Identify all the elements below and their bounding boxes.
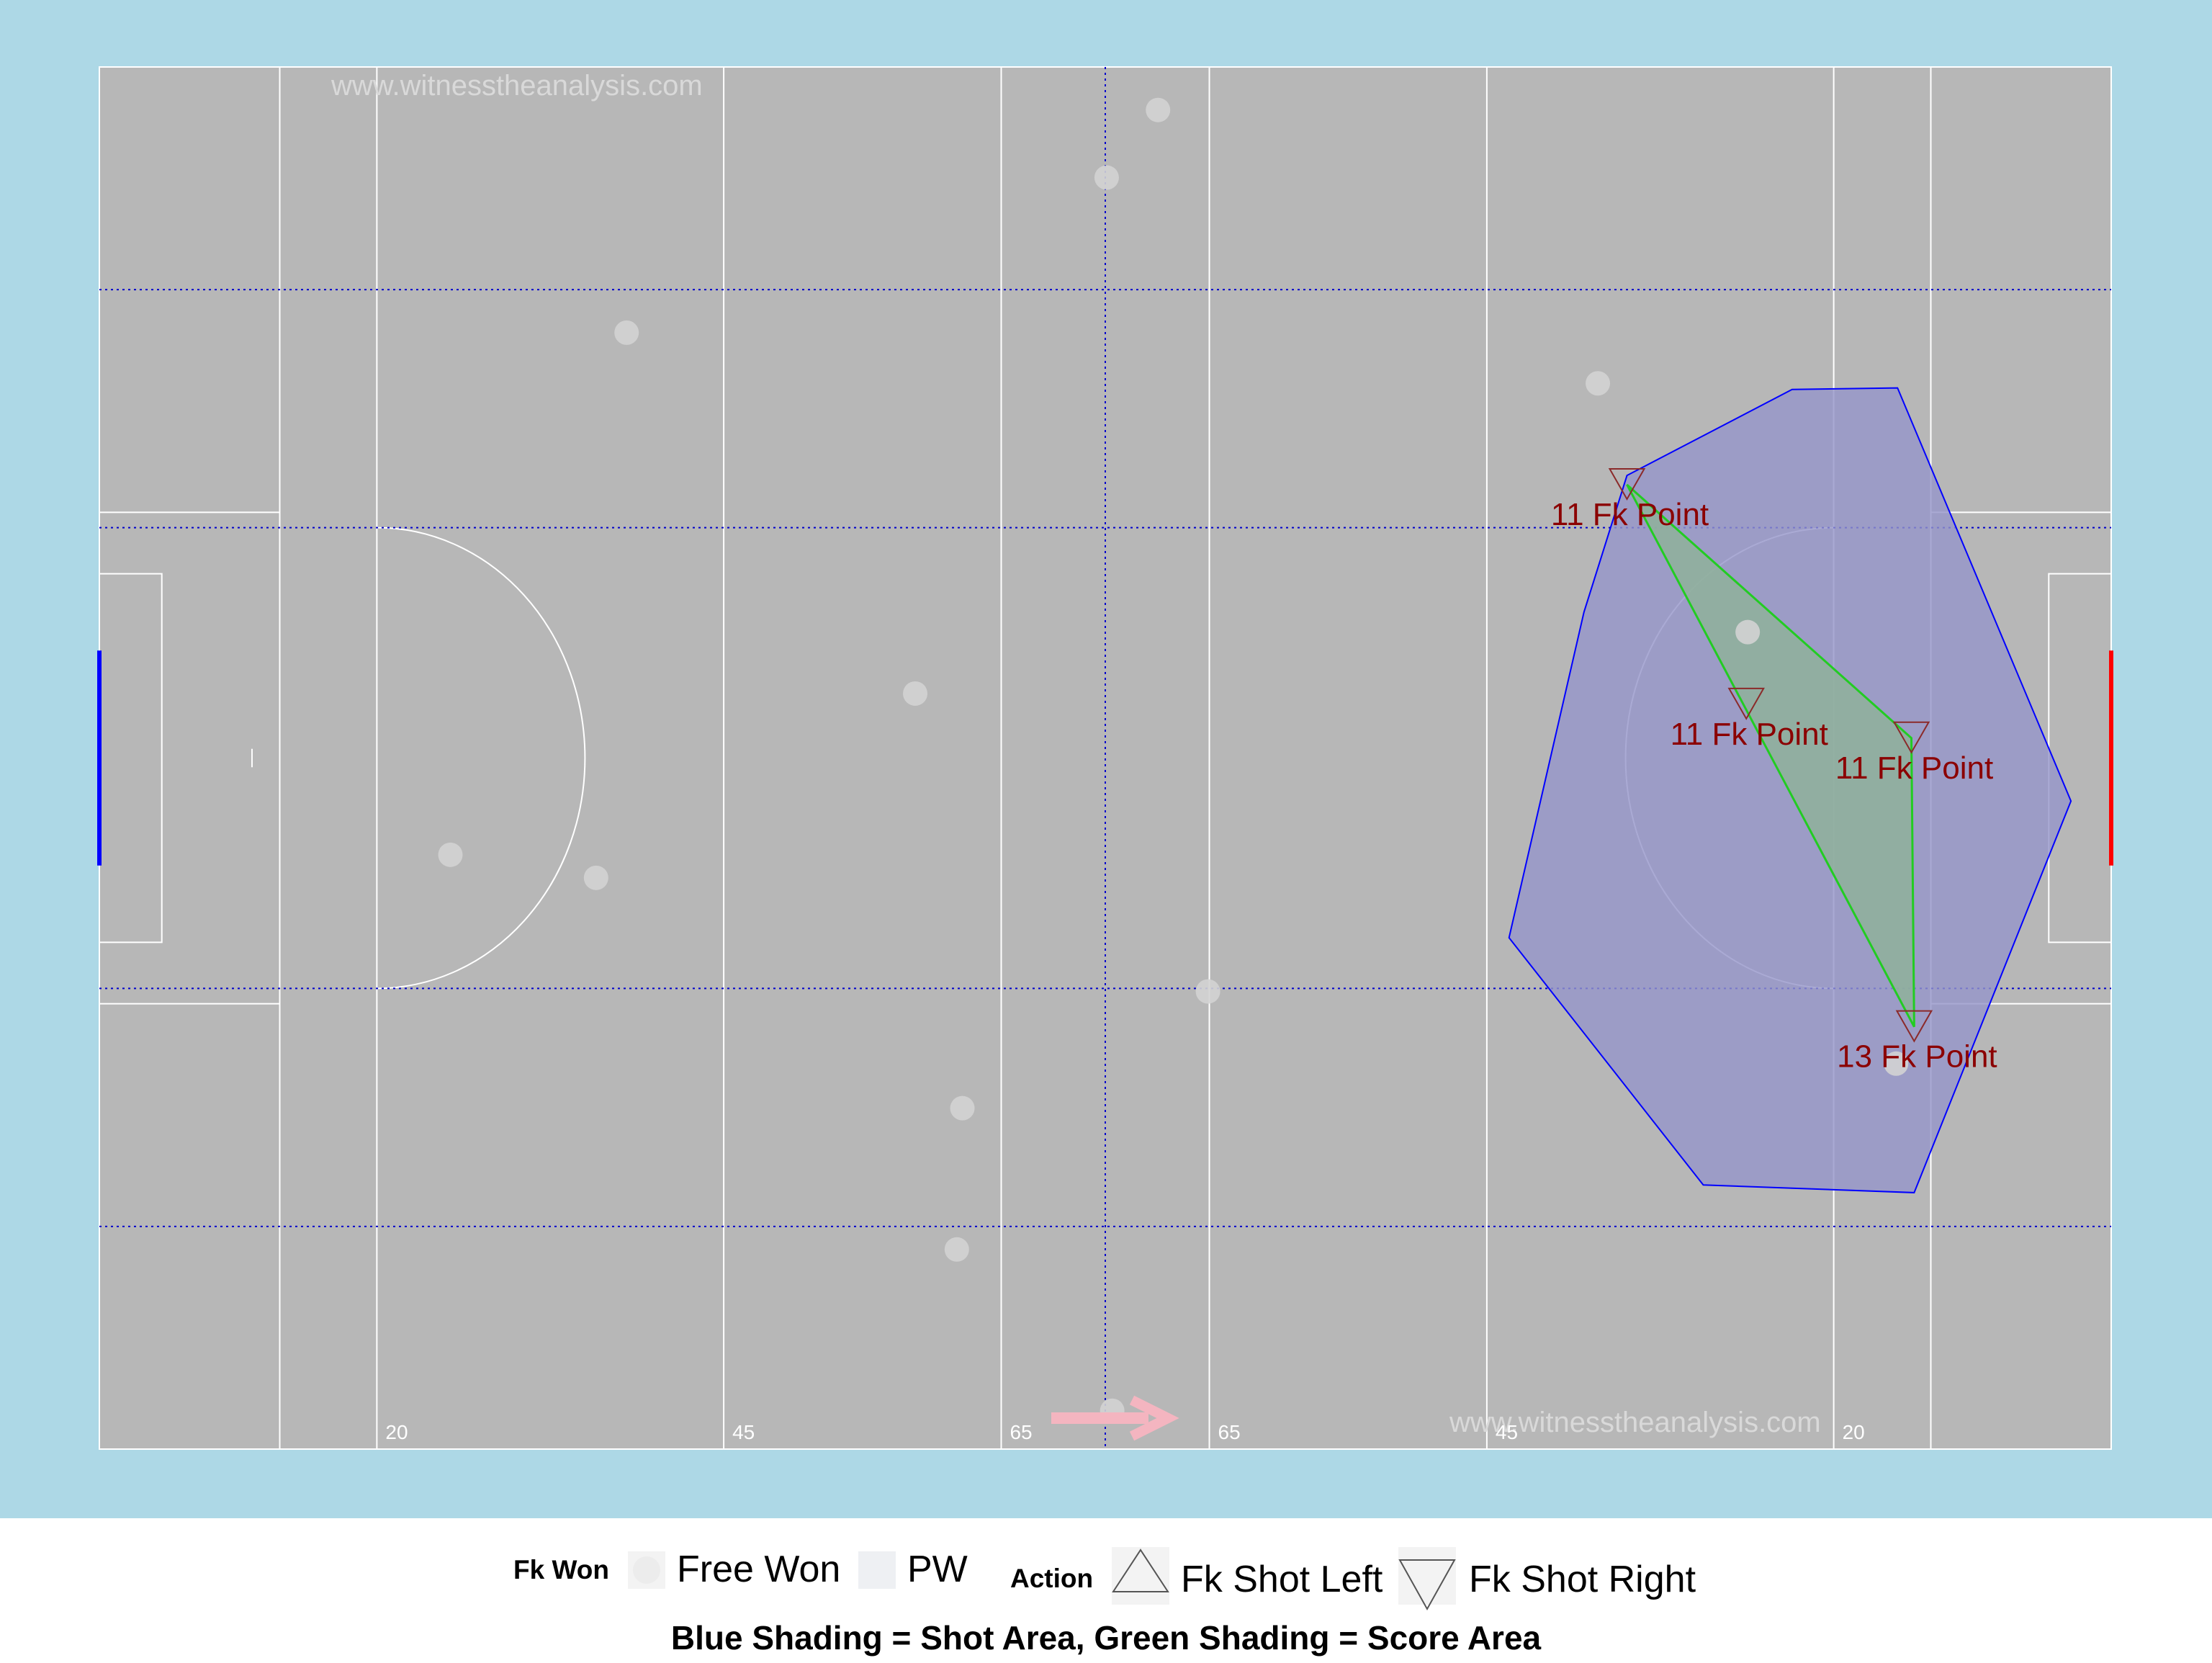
watermark-top: www.witnesstheanalysis.com [331,70,703,102]
free-won-point [1735,619,1761,645]
pitch-markings [97,67,2113,1449]
free-won-point [1195,979,1220,1004]
shot-right-marker [1727,687,1765,720]
pitch-line-label: 65 [1218,1421,1241,1443]
free-won-point [438,842,463,867]
free-won-point [1146,97,1171,122]
legend-shot-left-key [1112,1547,1169,1605]
arc-left [377,526,586,990]
shot-label: 11 Fk Point [1671,717,1828,752]
free-won-point [950,1095,975,1121]
legend-free-won-label: Free Won [677,1548,840,1590]
shot-right-marker [1895,1010,1933,1043]
free-won-point [944,1237,969,1262]
watermark-bottom: www.witnesstheanalysis.com [1449,1407,1821,1438]
free-won-point [1586,371,1611,396]
legend-fk-won-title: Fk Won [513,1555,609,1584]
pitch-line-label: 65 [1010,1421,1032,1443]
legend-shot-left-icon [1112,1548,1169,1592]
score-area-polygon [1626,483,1915,1028]
free-won-point [583,865,608,890]
free-won-point [1094,165,1119,190]
shot-right-marker [1608,467,1646,501]
free-won-points [438,97,1909,1423]
legend: Fk Won Free Won PW Action Fk Shot Left F… [513,1547,1696,1657]
legend-caption: Blue Shading = Shot Area, Green Shading … [671,1619,1542,1657]
legend-action-title: Action [1010,1564,1093,1593]
attack-direction-arrow [1051,1395,1179,1441]
pitch-line-label: 45 [732,1421,755,1443]
legend-shot-right-label: Fk Shot Right [1469,1559,1696,1600]
legend-background [0,1518,2212,1659]
shot-label: 11 Fk Point [1551,497,1709,532]
shot-label: 11 Fk Point [1835,750,1993,786]
free-won-point [614,320,639,345]
free-won-point [1884,1051,1909,1076]
legend-free-won-icon [633,1556,660,1584]
pitch-line-label: 20 [385,1421,408,1443]
shaded-areas [1508,387,2072,1193]
shot-label: 13 Fk Point [1837,1039,1997,1075]
pitch-line-label: 45 [1496,1421,1518,1443]
legend-shot-right-key [1398,1547,1456,1605]
pitch-line-label: 20 [1843,1421,1865,1443]
free-won-point [903,681,928,706]
legend-pw-label: PW [907,1548,968,1590]
shot-right-marker [1892,721,1930,754]
legend-pw-key [858,1551,896,1589]
line-labels: 20 45 65 65 45 20 [385,1421,1864,1443]
legend-shot-left-label: Fk Shot Left [1181,1559,1383,1600]
legend-shot-right-icon [1398,1559,1456,1611]
